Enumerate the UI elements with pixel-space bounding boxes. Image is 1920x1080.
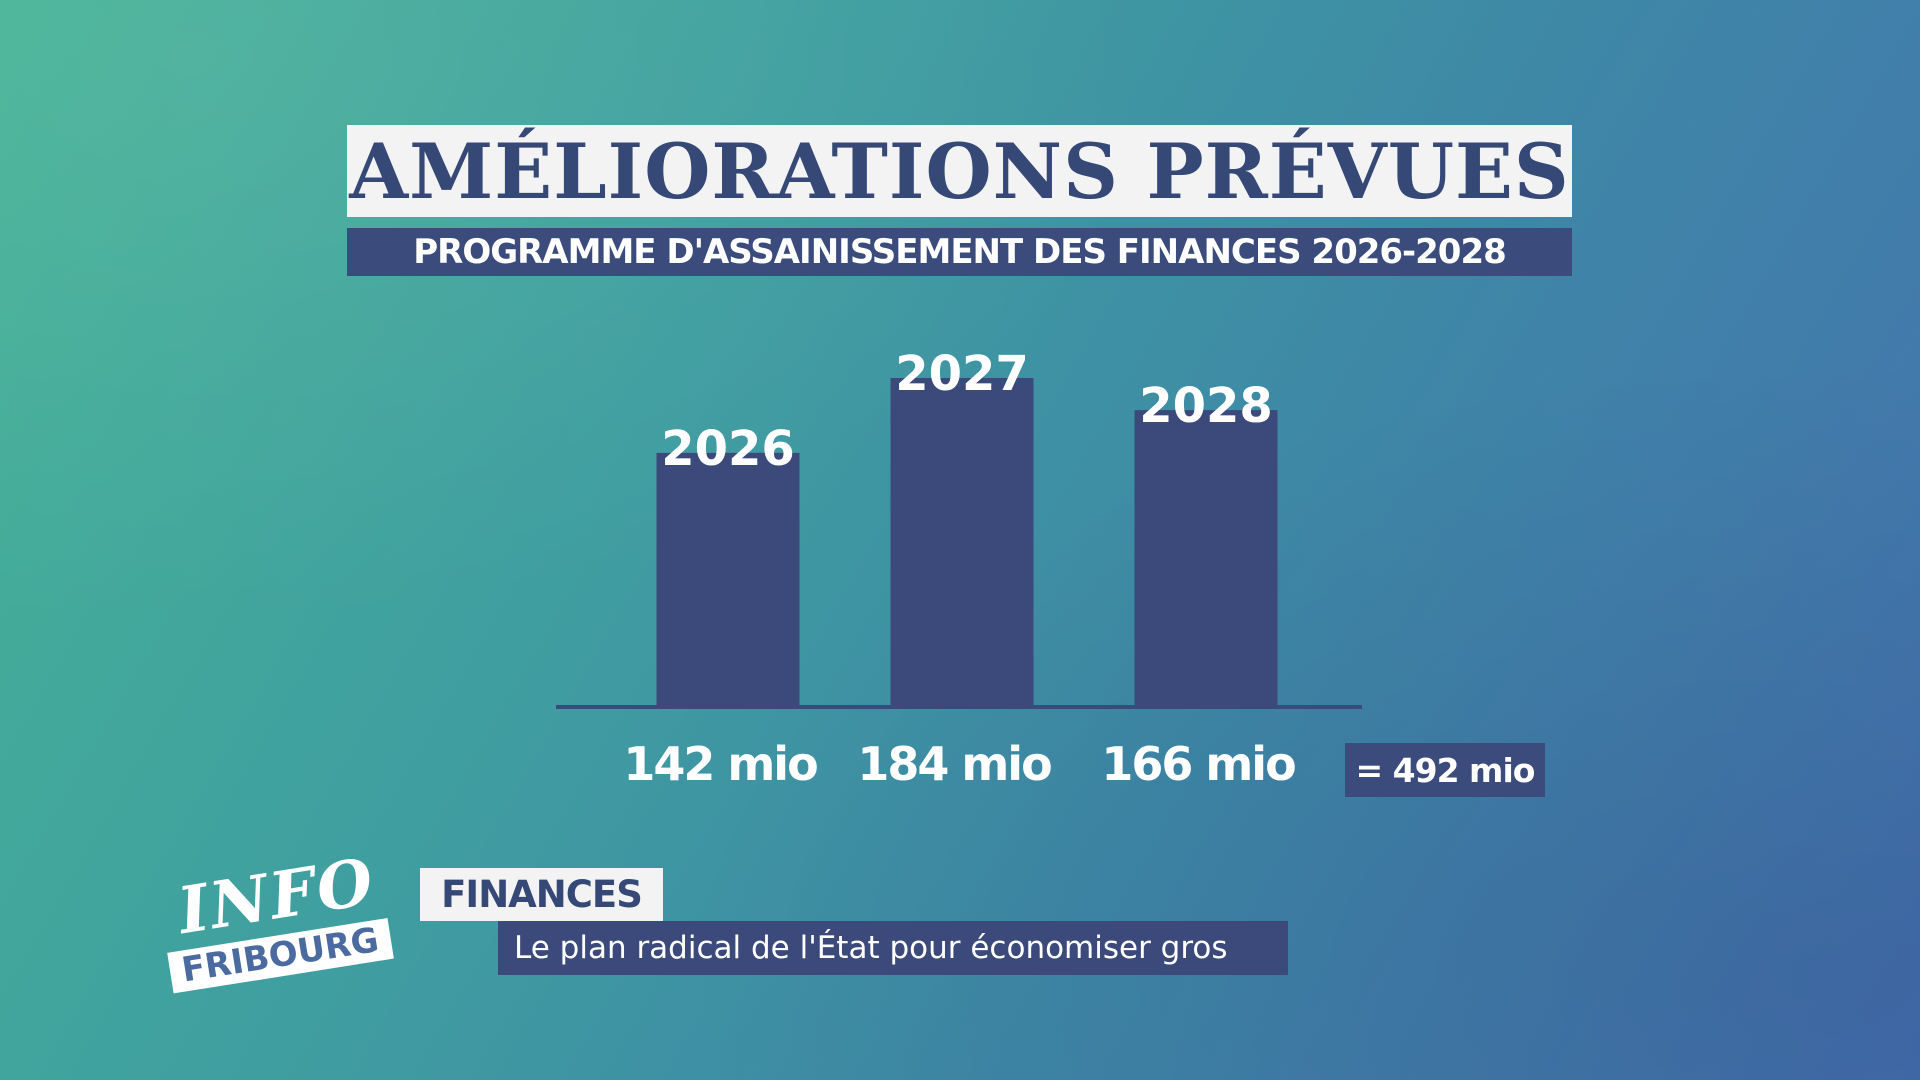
bar-2026 xyxy=(656,452,800,706)
category-label-2027: 2027 xyxy=(895,346,1029,402)
headline-banner: Le plan radical de l'État pour économise… xyxy=(498,921,1288,975)
bar-2028 xyxy=(1134,410,1278,706)
value-label-2026: 142 mio xyxy=(623,737,817,791)
subtitle-banner: PROGRAMME D'ASSAINISSEMENT DES FINANCES … xyxy=(347,228,1572,276)
total-label: = 492 mio xyxy=(1355,750,1536,790)
headline-text: Le plan radical de l'État pour économise… xyxy=(514,930,1228,966)
value-label-2027: 184 mio xyxy=(857,737,1051,791)
chart-title: AMÉLIORATIONS PRÉVUES xyxy=(349,126,1570,216)
value-label-2028: 166 mio xyxy=(1101,737,1295,791)
chart-subtitle: PROGRAMME D'ASSAINISSEMENT DES FINANCES … xyxy=(413,232,1507,272)
bar-2027 xyxy=(890,378,1034,706)
category-label-2028: 2028 xyxy=(1139,378,1273,434)
total-badge: = 492 mio xyxy=(1345,743,1545,797)
category-label-2026: 2026 xyxy=(661,421,795,477)
title-banner: AMÉLIORATIONS PRÉVUES xyxy=(347,125,1572,217)
category-tag: FINANCES xyxy=(420,868,663,921)
category-tag-label: FINANCES xyxy=(441,873,643,916)
